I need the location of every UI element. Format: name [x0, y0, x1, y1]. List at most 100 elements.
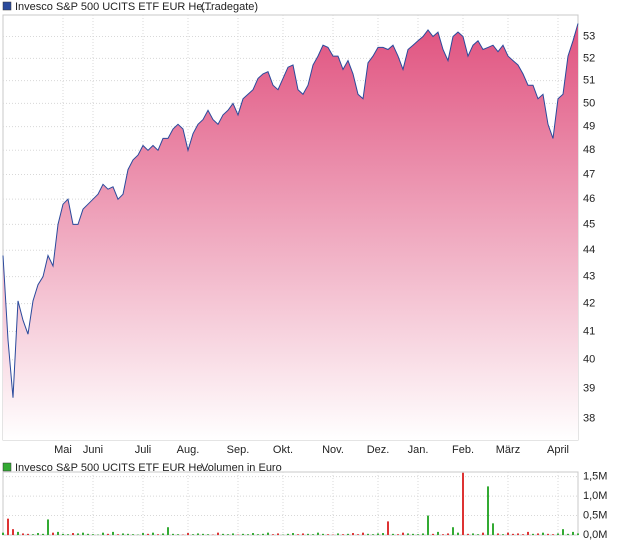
volume-bar	[537, 533, 539, 535]
volume-bar	[567, 533, 569, 535]
y-tick-label: 51	[583, 75, 595, 87]
x-tick-label: April	[547, 444, 569, 456]
legend-label: Invesco S&P 500 UCITS ETF EUR He...	[15, 1, 212, 13]
volume-bar	[552, 534, 554, 535]
y-tick-label: 50	[583, 97, 595, 109]
volume-bar	[132, 534, 134, 535]
volume-bar	[147, 533, 149, 535]
volume-bar	[392, 533, 394, 535]
y-tick-label: 38	[583, 413, 595, 425]
y-tick-label: 0,5M	[583, 509, 607, 521]
volume-bar	[322, 533, 324, 535]
x-tick-label: Sep.	[227, 444, 250, 456]
volume-bar	[27, 533, 29, 535]
y-tick-label: 45	[583, 218, 595, 230]
volume-bar	[227, 534, 229, 535]
volume-bar	[472, 533, 474, 535]
volume-bar	[102, 532, 104, 535]
volume-bar	[277, 533, 279, 535]
volume-bar	[492, 523, 494, 535]
volume-bar	[442, 534, 444, 535]
volume-bar	[117, 534, 119, 535]
volume-bar	[222, 533, 224, 535]
volume-bar	[367, 533, 369, 535]
x-tick-label: Feb.	[452, 444, 474, 456]
volume-bar	[412, 533, 414, 535]
y-tick-label: 42	[583, 298, 595, 310]
volume-bar	[257, 534, 259, 535]
y-tick-label: 40	[583, 354, 595, 366]
volume-bar	[22, 533, 24, 535]
volume-bar	[362, 532, 364, 535]
area	[3, 23, 578, 440]
volume-bar	[517, 533, 519, 535]
volume-bar	[2, 532, 4, 535]
volume-bar	[287, 533, 289, 535]
volume-bar	[487, 486, 489, 535]
volume-bar	[112, 531, 114, 535]
volume-bar	[172, 533, 174, 535]
x-tick-label: März	[496, 444, 520, 456]
volume-bar	[522, 534, 524, 535]
legend-swatch	[2, 462, 12, 472]
volume-bar	[562, 529, 564, 535]
legend-label: Volumen in Euro	[201, 462, 282, 474]
y-tick-label: 53	[583, 30, 595, 42]
volume-bar	[407, 533, 409, 535]
volume-bar	[547, 533, 549, 535]
volume-bar	[292, 533, 294, 535]
volume-bar	[497, 533, 499, 535]
volume-bar	[457, 532, 459, 535]
volume-bar	[207, 534, 209, 535]
volume-bar	[187, 533, 189, 535]
volume-bar	[382, 533, 384, 535]
volume-bar	[387, 521, 389, 535]
volume-bar	[577, 533, 579, 535]
volume-bar	[437, 531, 439, 535]
x-tick-label: Aug.	[177, 444, 200, 456]
x-tick-label: Juli	[135, 444, 152, 456]
y-tick-label: 39	[583, 383, 595, 395]
y-tick-label: 52	[583, 52, 595, 64]
volume-bar	[217, 532, 219, 535]
y-tick-label: 47	[583, 168, 595, 180]
volume-bar	[377, 533, 379, 535]
volume-bar	[532, 533, 534, 535]
volume-bar	[32, 534, 34, 535]
volume-bar	[37, 533, 39, 535]
volume-bar	[327, 534, 329, 535]
volume-bar	[357, 534, 359, 535]
x-tick-label: Nov.	[322, 444, 344, 456]
volume-bar	[557, 533, 559, 535]
x-tick-label: Okt.	[273, 444, 293, 456]
y-tick-label: 1,5M	[583, 471, 607, 483]
volume-bar	[267, 532, 269, 535]
volume-bar	[47, 519, 49, 535]
volume-bar	[507, 532, 509, 535]
volume-bar	[242, 533, 244, 535]
volume-bar	[152, 532, 154, 535]
volume-bar	[422, 533, 424, 535]
volume-bar	[467, 533, 469, 535]
volume-bar	[92, 534, 94, 535]
volume-bar	[347, 533, 349, 535]
volume-bar	[52, 532, 54, 535]
volume-frame	[2, 471, 579, 536]
volume-bar	[502, 534, 504, 535]
volume-bar	[87, 533, 89, 535]
volume-bar	[62, 533, 64, 535]
volume-bar	[192, 534, 194, 535]
volume-bar	[432, 533, 434, 535]
y-tick-label: 1,0M	[583, 490, 607, 502]
volume-bar	[127, 533, 129, 535]
volume-bar	[397, 534, 399, 535]
volume-bar	[317, 532, 319, 535]
y-tick-label: 44	[583, 244, 595, 256]
volume-bar	[177, 534, 179, 535]
x-tick-label: Mai	[54, 444, 72, 456]
volume-bar	[72, 533, 74, 535]
x-tick-label: Dez.	[367, 444, 390, 456]
volume-bar	[402, 532, 404, 535]
volume-bar	[202, 533, 204, 535]
